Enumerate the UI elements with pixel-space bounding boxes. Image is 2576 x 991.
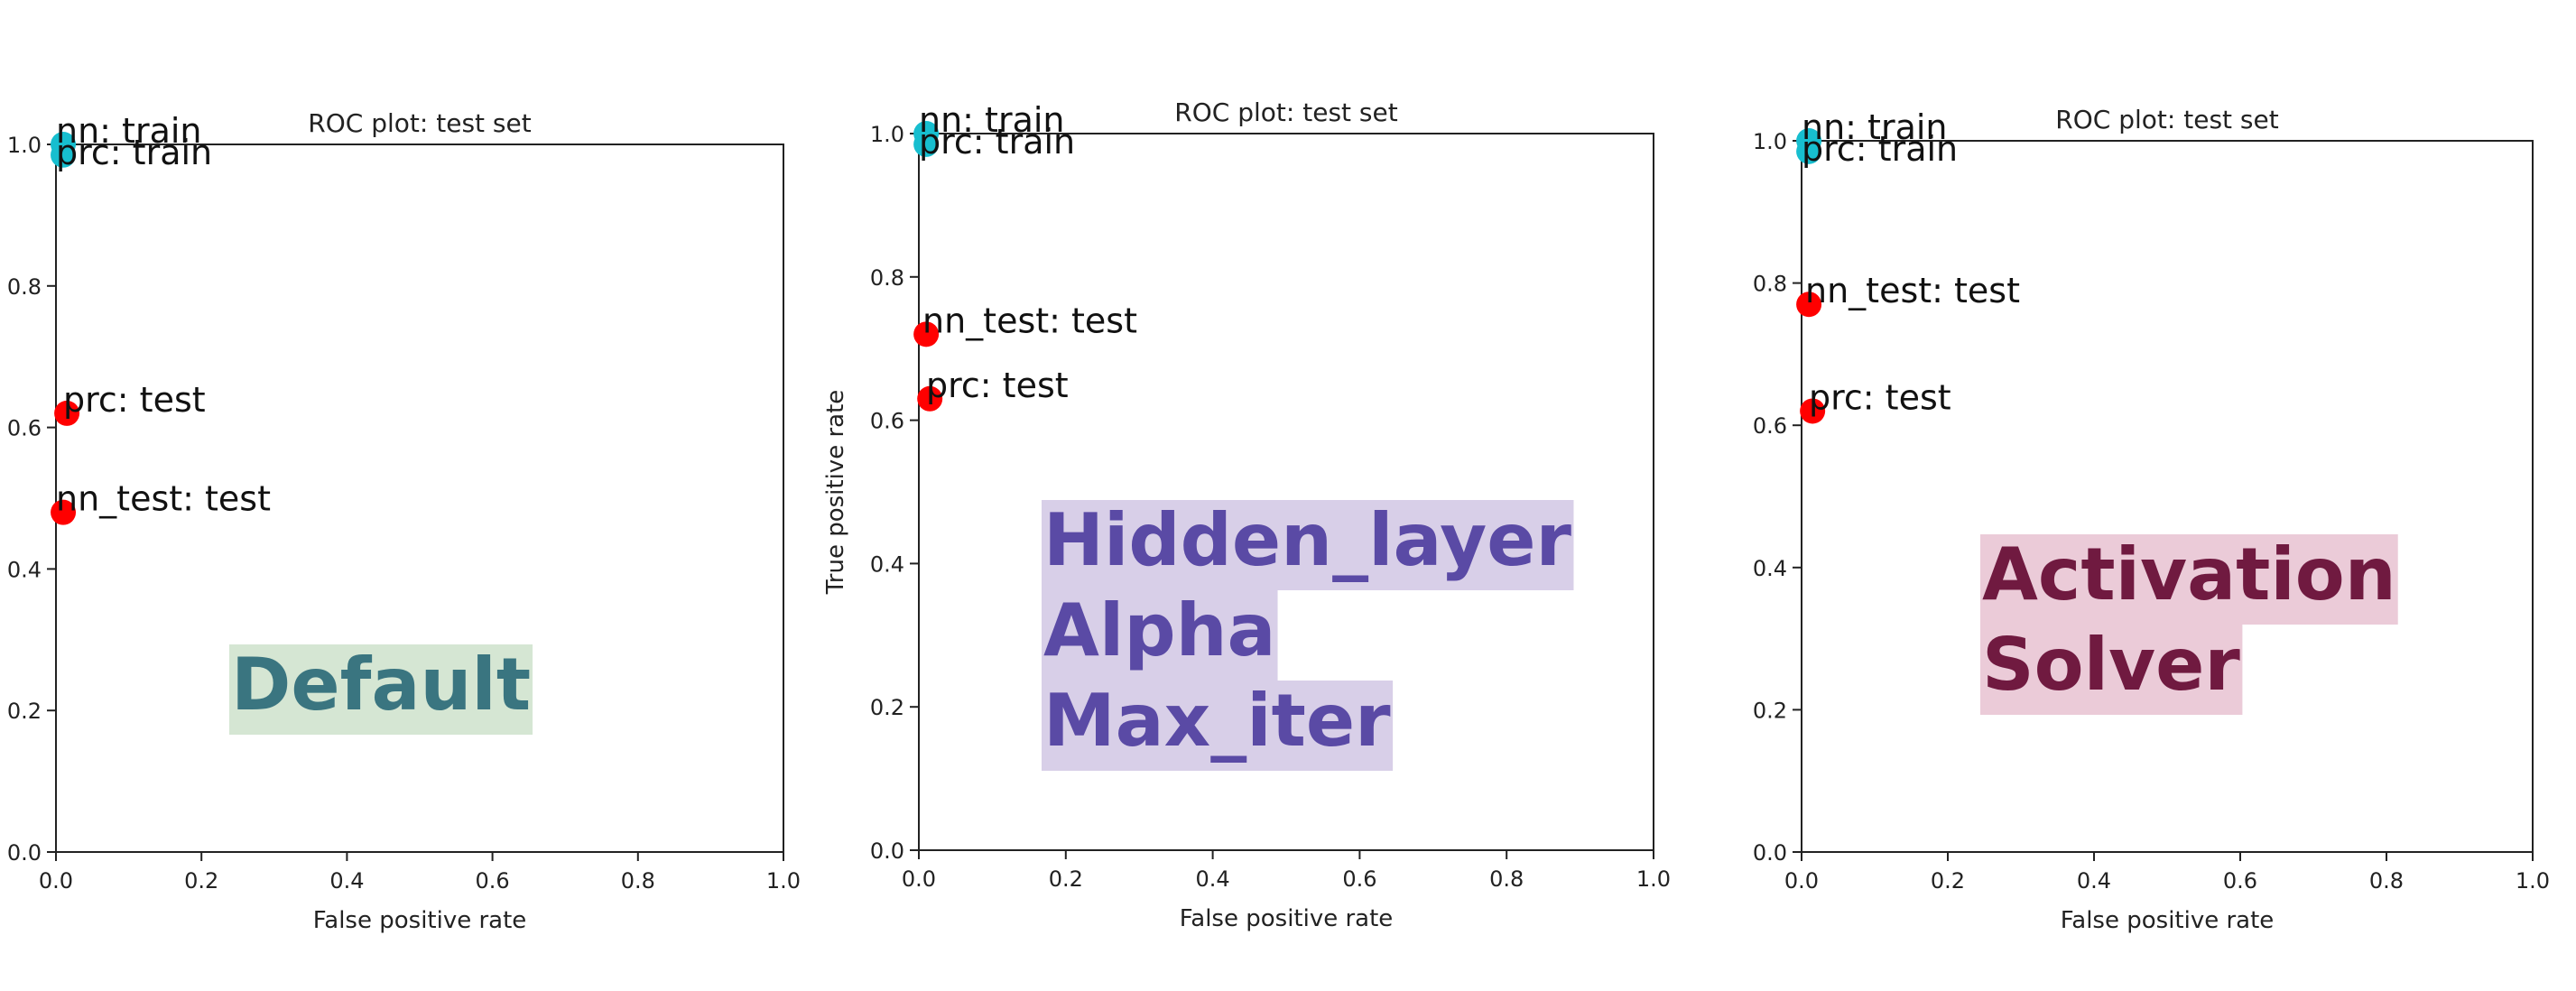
overlay-highlight <box>229 644 533 735</box>
point-label: nn_test: test <box>922 301 1137 340</box>
chart-title: ROC plot: test set <box>1174 97 1397 127</box>
x-tick-label: 0.0 <box>39 868 73 894</box>
y-tick-label: 1.0 <box>7 133 42 158</box>
x-tick-label: 0.6 <box>1342 866 1376 892</box>
overlay-highlight <box>1980 625 2243 715</box>
y-tick-label: 0.6 <box>7 416 42 441</box>
point-label: nn: train <box>919 100 1065 140</box>
overlay-label: Hidden_layer <box>1043 498 1571 582</box>
y-tick-label: 0.4 <box>1753 556 1787 581</box>
y-tick-label: 0.2 <box>7 699 42 724</box>
overlay-label: Alpha <box>1043 588 1276 672</box>
point-label: nn_test: test <box>56 479 271 519</box>
point-label: prc: train <box>1802 129 1958 169</box>
scatter-point <box>51 142 77 168</box>
y-tick-label: 0.6 <box>870 409 904 434</box>
scatter-point <box>1796 138 1822 164</box>
x-axis-label: False positive rate <box>1180 905 1394 932</box>
y-tick-label: 0.0 <box>870 838 904 864</box>
scatter-point <box>54 400 80 426</box>
point-label: prc: test <box>926 366 1069 405</box>
overlay-label: Solver <box>1982 623 2240 707</box>
overlay-label: Activation <box>1982 533 2396 616</box>
y-tick-label: 0.8 <box>1753 272 1787 297</box>
scatter-point <box>1800 398 1826 424</box>
point-label: prc: train <box>919 122 1075 162</box>
overlay-label: Default <box>231 643 531 727</box>
x-tick-label: 1.0 <box>766 868 801 894</box>
point-label: prc: test <box>63 380 206 420</box>
y-axis-label: True positive rate <box>822 390 849 596</box>
x-tick-label: 0.8 <box>2369 868 2404 894</box>
axes-frame <box>55 144 784 853</box>
x-tick-label: 0.8 <box>1489 866 1524 892</box>
y-tick-label: 0.2 <box>1753 698 1787 723</box>
scatter-point <box>913 131 940 157</box>
x-tick-label: 0.0 <box>1784 868 1819 894</box>
x-tick-label: 1.0 <box>2516 868 2550 894</box>
x-tick-label: 1.0 <box>1636 866 1671 892</box>
scatter-point <box>51 499 77 525</box>
y-tick-label: 0.0 <box>7 840 42 866</box>
axes-frame <box>918 133 1654 851</box>
chart-panel-1: Default 0.0 0.2 0.4 0.6 0.8 1.0 0.0 0.2 0.4 0.6 0.8… <box>7 108 801 934</box>
y-tick-label: 1.0 <box>870 122 904 147</box>
x-tick-label: 0.2 <box>1931 868 1965 894</box>
chart-title: ROC plot: test set <box>2055 105 2278 134</box>
scatter-point <box>1796 292 1822 318</box>
x-tick-label: 0.4 <box>1196 866 1230 892</box>
y-tick-label: 0.4 <box>7 557 42 582</box>
x-tick-label: 0.4 <box>329 868 364 894</box>
overlay-highlight <box>1042 500 1574 590</box>
overlay-highlight <box>1980 534 2398 625</box>
x-tick-label: 0.6 <box>476 868 510 894</box>
overlay-highlight <box>1042 681 1394 771</box>
y-tick-label: 1.0 <box>1753 129 1787 154</box>
x-axis-label: False positive rate <box>313 907 527 934</box>
axes-frame <box>1801 140 2534 853</box>
y-tick-label: 0.2 <box>870 695 904 720</box>
y-tick-label: 0.8 <box>7 274 42 300</box>
y-tick-label: 0.0 <box>1753 840 1787 866</box>
scatter-point <box>913 321 940 347</box>
overlay-label: Max_iter <box>1043 679 1391 763</box>
point-label: nn: train <box>56 111 202 151</box>
x-tick-label: 0.4 <box>2077 868 2111 894</box>
x-tick-label: 0.2 <box>1049 866 1083 892</box>
chart-title: ROC plot: test set <box>308 108 531 138</box>
x-tick-label: 0.2 <box>184 868 218 894</box>
x-tick-label: 0.0 <box>902 866 936 892</box>
point-label: prc: train <box>56 133 212 172</box>
x-tick-label: 0.8 <box>621 868 655 894</box>
overlay-highlight <box>1042 590 1278 681</box>
y-tick-label: 0.4 <box>870 551 904 577</box>
x-axis-label: False positive rate <box>2061 907 2275 934</box>
x-tick-label: 0.6 <box>2223 868 2257 894</box>
y-tick-label: 0.8 <box>870 265 904 291</box>
point-label: nn: train <box>1802 107 1948 147</box>
scatter-point <box>917 385 943 412</box>
point-label: prc: test <box>1809 377 1951 417</box>
point-label: nn_test: test <box>1805 271 2020 310</box>
y-tick-label: 0.6 <box>1753 413 1787 439</box>
